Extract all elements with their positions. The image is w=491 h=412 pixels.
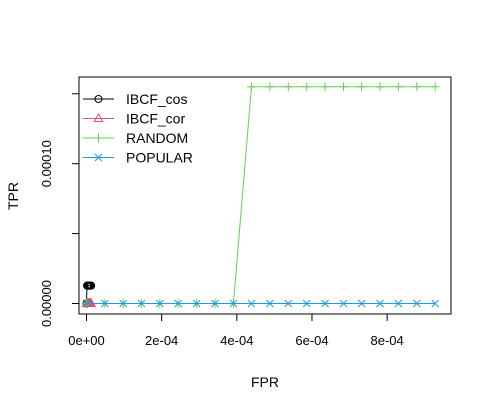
point-popular-18 xyxy=(412,299,421,308)
x-tick-label-3: 6e-04 xyxy=(295,333,328,348)
x-tick-label-2: 4e-04 xyxy=(220,333,253,348)
point-random-17 xyxy=(393,82,403,92)
legend-marker-popular xyxy=(94,153,103,162)
x-axis: 0e+00 2e-04 4e-04 6e-04 8e-04 xyxy=(68,313,404,348)
point-popular-11 xyxy=(284,299,293,308)
point-popular-15 xyxy=(357,299,366,308)
point-popular-2 xyxy=(119,299,128,308)
point-popular-9 xyxy=(247,299,256,308)
point-popular-13 xyxy=(321,299,329,308)
point-popular-19 xyxy=(431,299,440,308)
point-random-9 xyxy=(246,82,256,92)
point-random-15 xyxy=(357,82,367,92)
point-popular-0 xyxy=(82,299,91,308)
legend-marker-ibcf-cor xyxy=(93,112,104,122)
legend-label-ibcf-cos: IBCF_cos xyxy=(126,91,187,107)
x-tick-label-1: 2e-04 xyxy=(145,333,178,348)
point-ibcf-cor-10 xyxy=(86,297,97,308)
point-random-13 xyxy=(320,82,330,92)
point-popular-16 xyxy=(376,299,384,308)
y-axis-label: TPR xyxy=(5,182,21,210)
y-tick-label-0: 0.00000 xyxy=(39,280,54,327)
legend-marker-ibcf-cos xyxy=(94,95,103,103)
x-tick-label-4: 8e-04 xyxy=(370,333,403,348)
point-popular-8 xyxy=(229,299,238,308)
legend-label-popular: POPULAR xyxy=(126,150,193,166)
point-popular-10 xyxy=(266,299,274,308)
series-layer xyxy=(81,82,440,309)
point-popular-5 xyxy=(174,299,183,308)
point-popular-1 xyxy=(100,299,109,308)
point-popular-6 xyxy=(192,299,201,308)
x-tick-label-0: 0e+00 xyxy=(68,333,105,348)
point-ibcf-cos-10 xyxy=(87,281,96,290)
y-axis: 0.00000 0.00010 xyxy=(39,93,80,327)
legend: IBCF_cos IBCF_cor RANDOM POPULAR xyxy=(83,91,193,166)
point-random-14 xyxy=(339,82,349,92)
point-random-12 xyxy=(302,82,312,92)
point-popular-7 xyxy=(211,299,219,308)
point-popular-12 xyxy=(302,299,311,308)
point-random-18 xyxy=(412,82,422,92)
x-axis-label: FPR xyxy=(251,374,279,390)
point-popular-14 xyxy=(339,299,348,308)
point-popular-17 xyxy=(394,299,403,308)
legend-marker-random xyxy=(94,133,103,143)
point-random-16 xyxy=(375,82,385,92)
point-random-11 xyxy=(283,82,293,92)
point-random-10 xyxy=(265,82,275,92)
legend-label-ibcf-cor: IBCF_cor xyxy=(126,111,185,127)
legend-label-random: RANDOM xyxy=(126,130,188,146)
point-popular-3 xyxy=(137,299,146,308)
y-tick-label-1: 0.00010 xyxy=(39,140,54,187)
point-random-19 xyxy=(430,82,440,92)
point-popular-4 xyxy=(155,299,164,308)
